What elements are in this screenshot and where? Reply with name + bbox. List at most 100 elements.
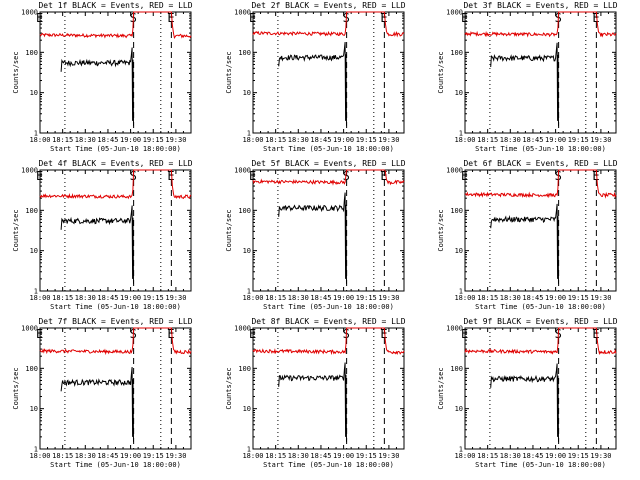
y-tick-label: 1000 — [234, 9, 251, 17]
x-axis-label: Start Time (05-Jun-10 18:00:00) — [263, 145, 394, 153]
x-tick-label: 19:00 — [120, 136, 141, 144]
x-tick-label: 19:00 — [333, 136, 354, 144]
marker-label: E — [380, 327, 387, 341]
y-tick-label: 100 — [450, 207, 463, 215]
x-tick-label: 18:45 — [97, 136, 118, 144]
events-series-line — [60, 205, 134, 284]
x-tick-label: 19:00 — [333, 452, 354, 460]
x-tick-label: 18:45 — [522, 294, 543, 302]
panel-title: Det 2f BLACK = Events, RED = LLD — [251, 1, 405, 10]
x-tick-label: 19:30 — [165, 294, 186, 302]
x-tick-label: 19:00 — [545, 136, 566, 144]
x-tick-label: 18:30 — [500, 452, 521, 460]
panel-title: Det 8f BLACK = Events, RED = LLD — [251, 317, 405, 326]
plot-frame — [252, 11, 405, 134]
marker-label: E — [380, 169, 387, 183]
x-tick-label: 18:15 — [52, 294, 73, 302]
marker-label: E — [167, 169, 174, 183]
x-tick-label: 19:00 — [333, 294, 354, 302]
chart-panel: Det 1f BLACK = Events, RED = LLD 1 10 100 10… — [12, 1, 193, 153]
chart-panel: Det 5f BLACK = Events, RED = LLD 1 10 100 10… — [225, 159, 406, 311]
y-axis-label: Counts/sec — [225, 209, 233, 251]
x-tick-label: 19:30 — [590, 136, 611, 144]
marker-label: E — [36, 169, 43, 183]
events-series-line — [490, 363, 559, 442]
x-tick-label: 18:30 — [500, 294, 521, 302]
marker-label: E — [461, 169, 468, 183]
x-tick-label: 18:30 — [288, 294, 309, 302]
y-tick-label: 10 — [455, 89, 463, 97]
marker-label: E — [167, 327, 174, 341]
chart-panel: Det 7f BLACK = Events, RED = LLD 1 10 100 10… — [12, 317, 193, 469]
x-axis-label: Start Time (05-Jun-10 18:00:00) — [475, 303, 606, 311]
events-series-line — [490, 203, 559, 284]
lld-series-line — [252, 11, 405, 38]
marker-label: E — [36, 327, 43, 341]
panel-title: Det 7f BLACK = Events, RED = LLD — [38, 317, 192, 326]
chart-panel: Det 4f BLACK = Events, RED = LLD 1 10 100 10… — [12, 159, 193, 311]
y-tick-label: 10 — [243, 89, 251, 97]
x-tick-label: 18:15 — [52, 136, 73, 144]
marker-label: E — [592, 169, 599, 183]
panel-title: Det 9f BLACK = Events, RED = LLD — [463, 317, 617, 326]
x-tick-label: 19:30 — [165, 452, 186, 460]
x-tick-label: 18:45 — [522, 136, 543, 144]
y-tick-label: 1000 — [446, 325, 463, 333]
x-tick-label: 19:30 — [590, 294, 611, 302]
events-series-line — [490, 42, 559, 126]
x-tick-label: 18:00 — [29, 294, 50, 302]
marker-label: E — [167, 11, 174, 25]
x-tick-label: 19:00 — [545, 294, 566, 302]
y-tick-label: 10 — [30, 247, 38, 255]
x-tick-label: 18:30 — [500, 136, 521, 144]
marker-label: E — [461, 11, 468, 25]
x-tick-label: 18:30 — [75, 452, 96, 460]
marker-label: E — [249, 169, 256, 183]
y-tick-label: 10 — [455, 405, 463, 413]
x-tick-label: 19:00 — [120, 294, 141, 302]
lld-series-line — [252, 327, 405, 356]
y-tick-label: 1000 — [446, 167, 463, 175]
y-tick-label: 100 — [25, 365, 38, 373]
x-tick-label: 18:00 — [29, 136, 50, 144]
events-series-line — [60, 366, 134, 442]
y-tick-label: 100 — [25, 49, 38, 57]
y-tick-label: 1 — [34, 288, 38, 296]
lld-series-line — [464, 169, 617, 199]
x-tick-label: 19:30 — [378, 452, 399, 460]
x-tick-label: 19:15 — [356, 294, 377, 302]
x-axis-label: Start Time (05-Jun-10 18:00:00) — [263, 461, 394, 469]
lld-series-line — [39, 169, 192, 200]
x-tick-label: 19:30 — [378, 136, 399, 144]
plot-frame — [464, 11, 617, 134]
y-tick-label: 1 — [459, 288, 463, 296]
x-tick-label: 18:45 — [97, 452, 118, 460]
x-tick-label: 18:45 — [310, 294, 331, 302]
x-tick-label: 19:30 — [378, 294, 399, 302]
x-tick-label: 18:30 — [75, 136, 96, 144]
lld-series-line — [464, 11, 617, 38]
marker-label: E — [461, 327, 468, 341]
lld-series-line — [252, 169, 405, 186]
y-tick-label: 100 — [238, 49, 251, 57]
marker-label: E — [592, 327, 599, 341]
x-tick-label: 19:30 — [165, 136, 186, 144]
events-series-line — [278, 192, 347, 284]
x-tick-label: 19:00 — [545, 452, 566, 460]
y-tick-label: 1000 — [234, 325, 251, 333]
y-tick-label: 10 — [243, 405, 251, 413]
x-tick-label: 18:45 — [522, 452, 543, 460]
x-tick-label: 19:15 — [143, 136, 164, 144]
x-tick-label: 18:00 — [454, 294, 475, 302]
y-tick-label: 1000 — [446, 9, 463, 17]
lld-series-line — [39, 11, 192, 40]
x-axis-label: Start Time (05-Jun-10 18:00:00) — [263, 303, 394, 311]
events-series-line — [60, 47, 134, 126]
x-axis-label: Start Time (05-Jun-10 18:00:00) — [50, 461, 181, 469]
y-tick-label: 1000 — [21, 9, 38, 17]
marker-label: E — [592, 11, 599, 25]
plot-frame — [464, 169, 617, 292]
y-axis-label: Counts/sec — [12, 367, 20, 409]
x-tick-label: 19:15 — [568, 452, 589, 460]
x-axis-label: Start Time (05-Jun-10 18:00:00) — [50, 303, 181, 311]
